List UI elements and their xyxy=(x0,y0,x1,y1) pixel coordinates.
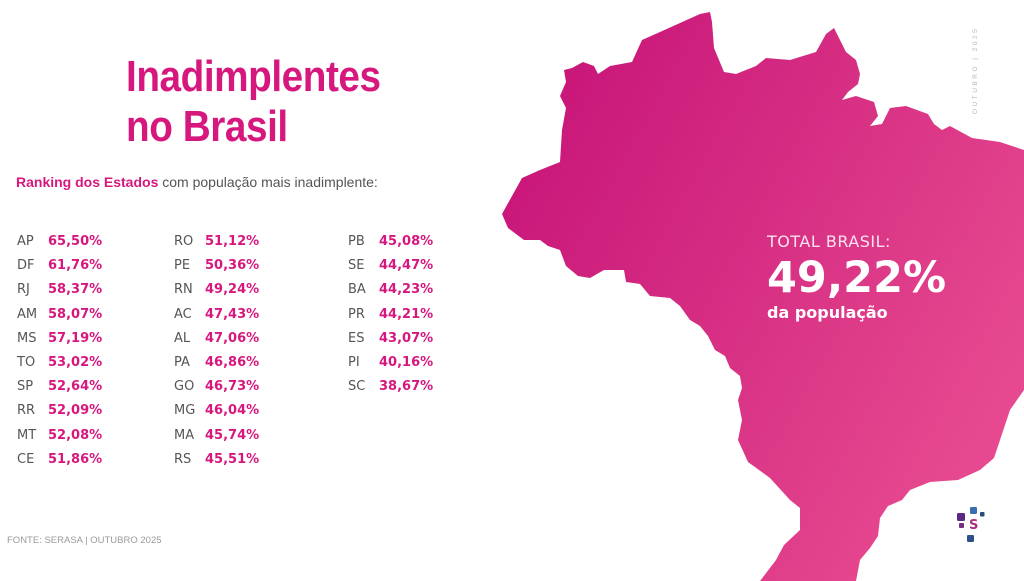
state-code: MA xyxy=(174,427,195,443)
ranking-row: AC 47,43% xyxy=(174,301,259,325)
state-code: MG xyxy=(174,403,196,419)
total-value: 49,22% xyxy=(767,253,947,303)
total-caption: da população xyxy=(767,303,888,322)
state-code: SE xyxy=(348,258,365,274)
title-line-1: Inadimplentes xyxy=(126,52,381,101)
state-percent: 46,04% xyxy=(205,403,260,419)
state-percent: 51,86% xyxy=(48,451,103,467)
subtitle-highlight: Ranking dos Estados xyxy=(16,174,159,190)
ranking-row: RN 49,24% xyxy=(174,276,259,300)
ranking-row: SC 38,67% xyxy=(348,373,433,397)
ranking-row: SE 44,47% xyxy=(348,252,433,276)
ranking-column-1: AP 65,50% DF 61,76% RJ 58,37% AM 58,07% MS 57… xyxy=(17,228,102,470)
ranking-row: ES 43,07% xyxy=(348,325,433,349)
state-code: RS xyxy=(174,451,192,467)
state-percent: 52,09% xyxy=(48,403,103,419)
subtitle-rest: com população mais inadimplente: xyxy=(158,174,378,190)
state-code: RN xyxy=(174,282,193,298)
state-code: TO xyxy=(17,354,36,370)
ranking-row: MG 46,04% xyxy=(174,397,259,421)
state-percent: 46,73% xyxy=(205,379,260,395)
state-percent: 61,76% xyxy=(48,258,103,274)
ranking-column-3: PB 45,08% SE 44,47% BA 44,23% PR 44,21% ES 43… xyxy=(348,228,433,397)
state-code: AC xyxy=(174,306,192,322)
ranking-row: TO 53,02% xyxy=(17,349,102,373)
ranking-column-2: RO 51,12% PE 50,36% RN 49,24% AC 47,43% AL 47… xyxy=(174,228,259,470)
state-percent: 38,67% xyxy=(379,379,434,395)
total-label: TOTAL BRASIL: xyxy=(767,232,891,251)
ranking-row: PI 40,16% xyxy=(348,349,433,373)
ranking-row: AM 58,07% xyxy=(17,301,102,325)
state-percent: 49,24% xyxy=(205,282,260,298)
state-code: PR xyxy=(348,306,365,322)
subtitle: Ranking dos Estados com população mais i… xyxy=(16,174,378,190)
state-percent: 46,86% xyxy=(205,354,260,370)
state-code: CE xyxy=(17,451,35,467)
state-percent: 47,06% xyxy=(205,330,260,346)
state-percent: 53,02% xyxy=(48,354,103,370)
state-code: ES xyxy=(348,330,365,346)
state-percent: 50,36% xyxy=(205,258,260,274)
state-code: AL xyxy=(174,330,191,346)
date-side-label: OUTUBRO | 2025 xyxy=(972,26,979,114)
state-percent: 65,50% xyxy=(48,234,103,249)
state-code: SC xyxy=(348,379,366,395)
state-code: AM xyxy=(17,306,38,322)
ranking-row: RR 52,09% xyxy=(17,397,102,421)
state-code: PI xyxy=(348,354,360,370)
state-code: SP xyxy=(17,379,34,395)
svg-text:S: S xyxy=(969,518,978,533)
state-code: MT xyxy=(17,427,37,443)
ranking-row: PA 46,86% xyxy=(174,349,259,373)
ranking-row: DF 61,76% xyxy=(17,252,102,276)
state-percent: 44,23% xyxy=(379,282,434,298)
ranking-row: MA 45,74% xyxy=(174,422,259,446)
state-percent: 44,21% xyxy=(379,306,434,322)
state-percent: 51,12% xyxy=(205,234,260,249)
ranking-row: MS 57,19% xyxy=(17,325,102,349)
source-footer: FONTE: SERASA | OUTUBRO 2025 xyxy=(7,535,162,546)
ranking-row: PR 44,21% xyxy=(348,301,433,325)
ranking-row: GO 46,73% xyxy=(174,373,259,397)
state-code: MS xyxy=(17,330,37,346)
ranking-row: BA 44,23% xyxy=(348,276,433,300)
ranking-row: RS 45,51% xyxy=(174,446,259,470)
ranking-row: MT 52,08% xyxy=(17,422,102,446)
title-line-2: no Brasil xyxy=(126,102,288,151)
state-percent: 52,08% xyxy=(48,427,103,443)
state-percent: 43,07% xyxy=(379,330,434,346)
ranking-row: SP 52,64% xyxy=(17,373,102,397)
ranking-row: PB 45,08% xyxy=(348,228,433,252)
page-title: Inadimplentes no Brasil xyxy=(126,52,381,152)
state-percent: 58,37% xyxy=(48,282,103,298)
state-code: GO xyxy=(174,379,195,395)
state-percent: 45,51% xyxy=(205,451,260,467)
state-code: PE xyxy=(174,258,191,274)
state-code: RJ xyxy=(17,282,30,298)
ranking-row: CE 51,86% xyxy=(17,446,102,470)
ranking-row: PE 50,36% xyxy=(174,252,259,276)
ranking-row: RJ 58,37% xyxy=(17,276,102,300)
state-percent: 40,16% xyxy=(379,354,434,370)
ranking-row: AP 65,50% xyxy=(17,228,102,252)
state-percent: 52,64% xyxy=(48,379,103,395)
serasa-logo-icon: S xyxy=(957,507,985,542)
state-code: DF xyxy=(17,258,35,274)
total-brasil-panel: TOTAL BRASIL: 49,22% da população xyxy=(767,232,946,322)
state-code: RO xyxy=(174,234,194,249)
state-code: PB xyxy=(348,234,365,249)
state-code: BA xyxy=(348,282,366,298)
ranking-row: RO 51,12% xyxy=(174,228,259,252)
state-percent: 44,47% xyxy=(379,258,434,274)
ranking-row: AL 47,06% xyxy=(174,325,259,349)
state-code: RR xyxy=(17,403,36,419)
state-percent: 45,08% xyxy=(379,234,434,249)
state-code: AP xyxy=(17,234,34,249)
state-code: PA xyxy=(174,354,190,370)
state-percent: 57,19% xyxy=(48,330,103,346)
state-percent: 45,74% xyxy=(205,427,260,443)
state-percent: 47,43% xyxy=(205,306,260,322)
state-percent: 58,07% xyxy=(48,306,103,322)
